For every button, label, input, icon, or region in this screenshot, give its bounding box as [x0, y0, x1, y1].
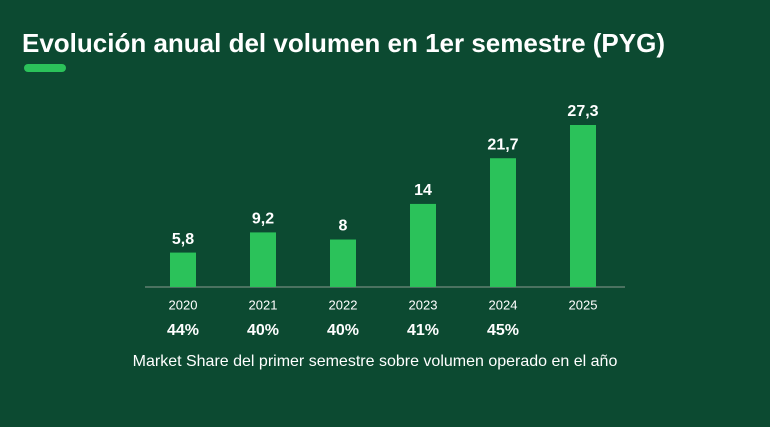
x-tick-label: 2021 [249, 297, 278, 312]
bar [330, 239, 356, 287]
value-label: 14 [414, 182, 432, 199]
bar [490, 158, 516, 287]
value-label: 21,7 [487, 136, 518, 153]
bar [170, 252, 196, 287]
value-label: 5,8 [172, 231, 194, 248]
market-share-label: 44% [167, 322, 199, 339]
bar [250, 232, 276, 287]
market-share-label: 40% [327, 322, 359, 339]
x-tick-label: 2024 [489, 297, 518, 312]
market-share-label: 40% [247, 322, 279, 339]
x-tick-label: 2022 [329, 297, 358, 312]
bar [570, 125, 596, 287]
value-label: 27,3 [567, 103, 598, 120]
x-tick-label: 2023 [409, 297, 438, 312]
note: Market Share del primer semestre sobre v… [133, 353, 618, 370]
x-tick-label: 2025 [569, 297, 598, 312]
value-label: 8 [339, 218, 348, 235]
market-share-label: 45% [487, 322, 519, 339]
title-accent [24, 64, 66, 72]
chart-title: Evolución anual del volumen en 1er semes… [22, 28, 665, 58]
x-tick-label: 2020 [169, 297, 198, 312]
market-share-label: 41% [407, 322, 439, 339]
bar [410, 203, 436, 287]
value-label: 9,2 [252, 211, 274, 228]
